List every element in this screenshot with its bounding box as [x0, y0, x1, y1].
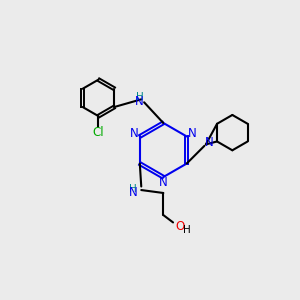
- Text: O: O: [175, 220, 184, 233]
- Text: N: N: [188, 127, 197, 140]
- Text: N: N: [159, 176, 168, 190]
- Text: H: H: [183, 225, 191, 236]
- Text: N: N: [135, 95, 144, 108]
- Text: H: H: [136, 92, 144, 102]
- Text: H: H: [129, 184, 137, 194]
- Text: N: N: [129, 187, 137, 200]
- Text: N: N: [204, 136, 213, 149]
- Text: N: N: [130, 127, 138, 140]
- Text: Cl: Cl: [93, 125, 104, 139]
